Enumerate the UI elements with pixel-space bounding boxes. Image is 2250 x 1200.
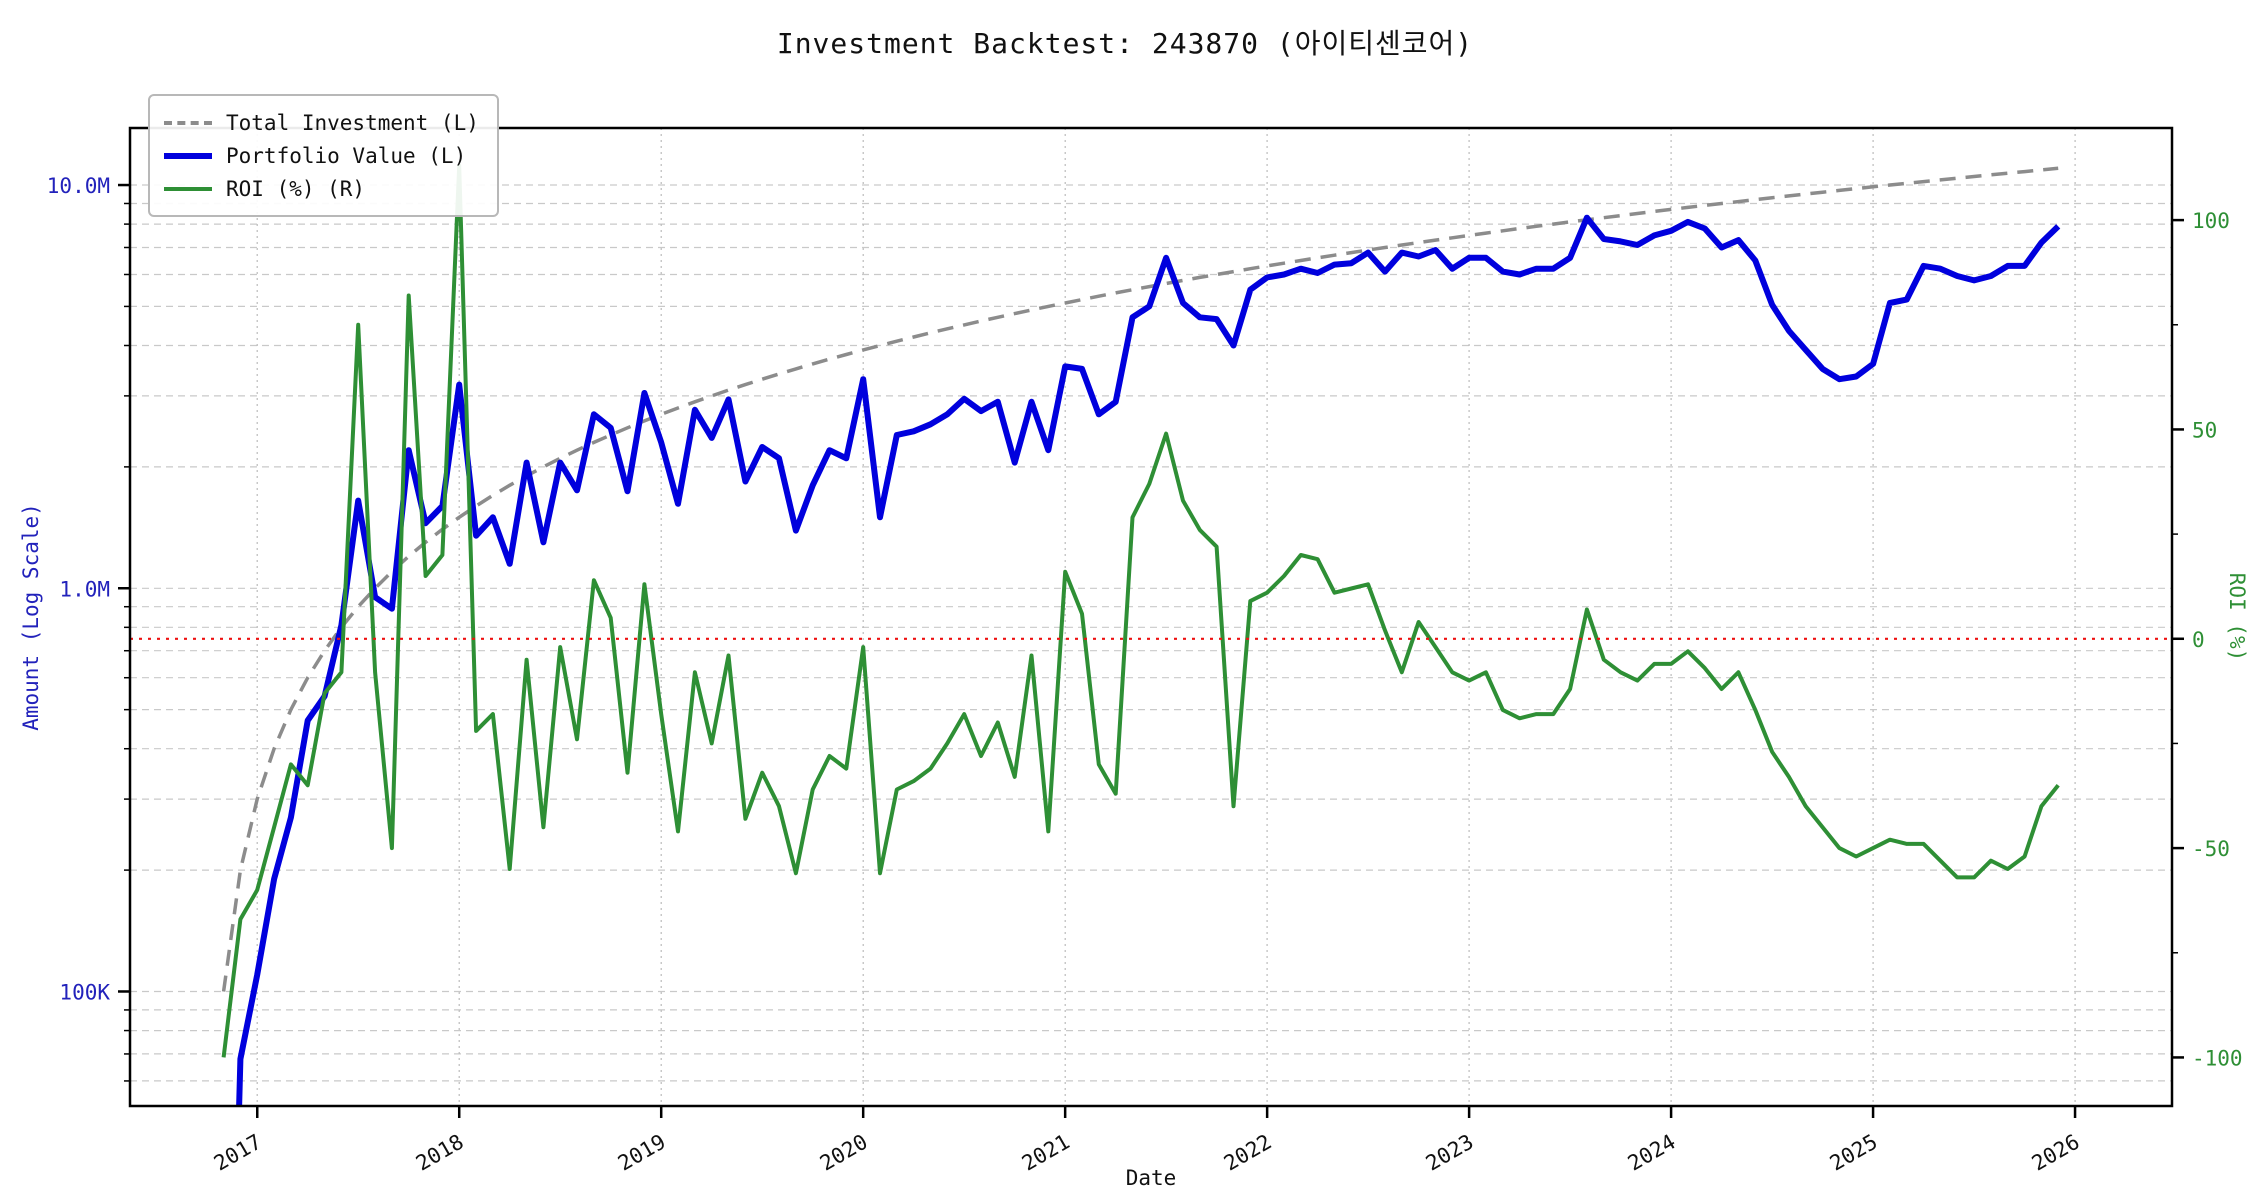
x-tick-2020: 2020: [816, 1130, 872, 1176]
x-tick-2025: 2025: [1826, 1130, 1882, 1176]
total-investment-line-swatch: [164, 120, 212, 125]
y-axis-label-right: ROI (%): [2225, 573, 2249, 662]
x-tick-2026: 2026: [2028, 1130, 2084, 1176]
legend: Total Investment (L) Portfolio Value (L)…: [148, 94, 499, 217]
x-tick-2019: 2019: [614, 1130, 670, 1176]
x-axis-label: Date: [1126, 1166, 1177, 1190]
portfolio-value-line-swatch: [164, 152, 212, 159]
vertical-gridlines: [256, 128, 2076, 1106]
left-tick-100K: 100K: [59, 980, 110, 1004]
tick-marks: [118, 183, 2184, 1118]
series-lines: [221, 163, 2061, 1106]
horizontal-gridlines: [130, 184, 2172, 1082]
x-tick-2024: 2024: [1624, 1130, 1680, 1176]
x-tick-2022: 2022: [1220, 1130, 1276, 1176]
right-tick-50: 50: [2192, 418, 2217, 442]
y-axis-label-left: Amount (Log Scale): [19, 503, 43, 731]
plot-border: [128, 126, 2174, 1108]
chart-title: Investment Backtest: 243870 (아이티센코어): [776, 27, 1474, 60]
legend-item-total-investment: Total Investment (L): [164, 106, 479, 139]
legend-label-total-investment: Total Investment (L): [226, 110, 479, 135]
right-tick-100: 100: [2192, 209, 2230, 233]
legend-label-portfolio-value: Portfolio Value (L): [226, 143, 467, 168]
right-tick--50: -50: [2192, 837, 2230, 861]
x-tick-2018: 2018: [412, 1130, 468, 1176]
total-investment-line: [221, 166, 2059, 992]
right-tick-0: 0: [2192, 628, 2205, 652]
legend-item-roi: ROI (%) (R): [164, 172, 479, 205]
x-tick-2017: 2017: [210, 1130, 266, 1176]
left-tick-10.0M: 10.0M: [47, 174, 110, 198]
x-tick-2021: 2021: [1018, 1130, 1074, 1176]
x-tick-2023: 2023: [1422, 1130, 1478, 1176]
portfolio-value-line: [236, 214, 2061, 1106]
roi-line: [221, 163, 2060, 1058]
right-tick--100: -100: [2192, 1046, 2243, 1070]
legend-label-roi: ROI (%) (R): [226, 176, 366, 201]
left-tick-1.0M: 1.0M: [59, 577, 110, 601]
legend-item-portfolio-value: Portfolio Value (L): [164, 139, 479, 172]
roi-line-swatch: [164, 186, 212, 191]
